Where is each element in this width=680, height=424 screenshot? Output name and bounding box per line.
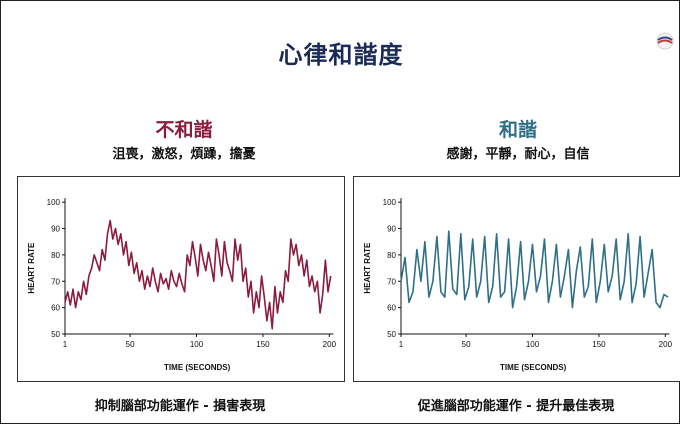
incoherent-x-tick-label: 1 [63,340,68,349]
incoherent-x-tick-label: 200 [323,340,337,349]
coherent-x-tick-label: 1 [399,340,404,349]
incoherent-y-tick-label: 80 [51,251,60,260]
incoherent-emotions: 沮喪，激怒，煩躁，擔憂 [112,147,256,162]
coherent-y-tick-label: 60 [387,304,396,313]
coherent-y-axis-label: HEART RATE [363,242,372,294]
coherent-y-tick-label: 100 [383,198,397,207]
incoherent-y-tick-label: 90 [51,225,60,234]
coherent-y-tick-label: 80 [387,251,396,260]
coherent-x-tick-label: 100 [526,340,540,349]
incoherent-x-tick-label: 150 [256,340,270,349]
logo-icon [656,32,674,50]
slide-title: 心律和諧度 [278,41,404,69]
coherent-y-tick-label: 70 [387,277,396,286]
incoherent-heart-rate-line [64,219,332,330]
incoherent-y-tick-label: 50 [51,330,60,339]
coherent-emotions: 感謝，平靜，耐心，自信 [446,147,590,162]
coherent-x-tick-label: 200 [659,340,673,349]
coherent-y-tick-label: 50 [387,330,396,339]
coherent-y-tick-label: 90 [387,225,396,234]
incoherent-x-tick-label: 50 [126,340,135,349]
incoherent-y-tick-label: 70 [51,277,60,286]
coherent-x-tick-label: 150 [592,340,606,349]
coherent-caption: 促進腦部功能運作 - 提升最佳表現 [417,399,615,414]
coherent-x-tick-label: 50 [462,340,471,349]
incoherent-x-tick-label: 100 [190,340,204,349]
incoherent-caption: 抑制腦部功能運作 - 損害表現 [94,399,266,414]
incoherent-x-axis-label: TIME (SECONDS) [164,363,231,372]
coherent-chart-panel: 50 60 70 80 90 100 1 50 100 150 200 TIME (SECONDS) H… [353,176,680,382]
incoherent-chart-panel: 50 60 70 80 90 100 1 50 100 150 200 TIME (SECONDS) H… [17,176,345,382]
coherent-x-axis-label: TIME (SECONDS) [500,363,567,372]
coherent-heading: 和諧 [498,119,537,141]
incoherent-heading: 不和諧 [155,119,213,141]
incoherent-y-tick-label: 60 [51,304,60,313]
incoherent-y-axis-label: HEART RATE [27,242,36,294]
coherent-heart-rate-line [400,230,669,309]
incoherent-y-tick-label: 100 [47,198,61,207]
